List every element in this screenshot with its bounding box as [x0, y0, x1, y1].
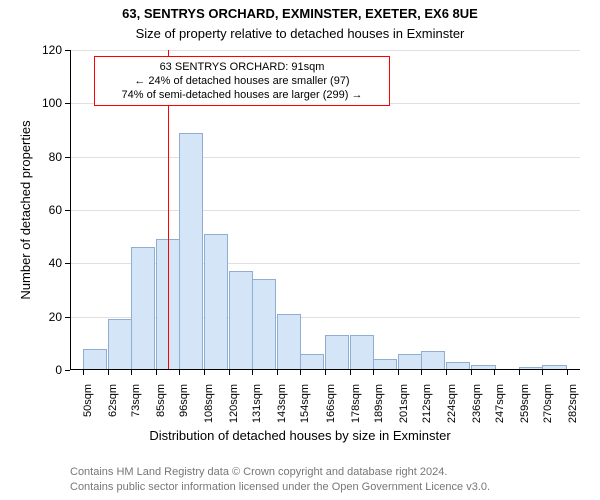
- chart-container: 63, SENTRYS ORCHARD, EXMINSTER, EXETER, …: [0, 0, 600, 500]
- histogram-bar: [350, 335, 374, 370]
- x-tick-label: 166sqm: [325, 384, 337, 444]
- y-tick-label: 40: [32, 256, 62, 270]
- plot-area: 63 SENTRYS ORCHARD: 91sqm← 24% of detach…: [70, 50, 580, 370]
- x-tick-label: 201sqm: [398, 384, 410, 444]
- x-tick-mark: [204, 370, 205, 375]
- histogram-bar: [421, 351, 445, 370]
- histogram-bar: [204, 234, 228, 370]
- x-tick-mark: [277, 370, 278, 375]
- histogram-bar: [83, 349, 107, 370]
- histogram-bar: [179, 133, 203, 370]
- x-tick-label: 178sqm: [350, 384, 362, 444]
- y-tick-mark: [65, 370, 70, 371]
- y-tick-mark: [65, 50, 70, 51]
- x-tick-label: 189sqm: [373, 384, 385, 444]
- x-tick-mark: [494, 370, 495, 375]
- x-tick-label: 224sqm: [446, 384, 458, 444]
- x-tick-label: 143sqm: [276, 384, 288, 444]
- histogram-bar: [300, 354, 324, 370]
- histogram-bar: [252, 279, 276, 370]
- x-tick-mark: [83, 370, 84, 375]
- y-tick-label: 20: [32, 310, 62, 324]
- annotation-line: 63 SENTRYS ORCHARD: 91sqm: [101, 60, 383, 74]
- grid-line: [70, 157, 580, 158]
- x-tick-label: 62sqm: [107, 384, 119, 444]
- x-tick-label: 259sqm: [519, 384, 531, 444]
- histogram-bar: [131, 247, 155, 370]
- x-tick-mark: [108, 370, 109, 375]
- x-tick-mark: [471, 370, 472, 375]
- x-tick-mark: [519, 370, 520, 375]
- grid-line: [70, 50, 580, 51]
- histogram-bar: [325, 335, 349, 370]
- y-axis-line: [70, 50, 71, 370]
- y-tick-mark: [65, 103, 70, 104]
- x-tick-label: 282sqm: [567, 384, 579, 444]
- x-tick-label: 212sqm: [421, 384, 433, 444]
- y-tick-label: 80: [32, 150, 62, 164]
- x-tick-label: 50sqm: [82, 384, 94, 444]
- histogram-bar: [398, 354, 422, 370]
- footer-line1: Contains HM Land Registry data © Crown c…: [70, 465, 490, 479]
- x-tick-mark: [300, 370, 301, 375]
- x-tick-mark: [179, 370, 180, 375]
- x-tick-mark: [398, 370, 399, 375]
- y-tick-label: 0: [32, 363, 62, 377]
- x-tick-label: 236sqm: [471, 384, 483, 444]
- x-tick-mark: [542, 370, 543, 375]
- annotation-line: 74% of semi-detached houses are larger (…: [101, 88, 383, 102]
- y-tick-label: 100: [32, 96, 62, 110]
- y-tick-mark: [65, 263, 70, 264]
- y-axis-label: Number of detached properties: [18, 50, 33, 370]
- x-tick-mark: [325, 370, 326, 375]
- x-tick-mark: [131, 370, 132, 375]
- x-tick-mark: [156, 370, 157, 375]
- grid-line: [70, 210, 580, 211]
- x-tick-label: 85sqm: [155, 384, 167, 444]
- footer-line2: Contains public sector information licen…: [70, 480, 490, 494]
- x-tick-mark: [446, 370, 447, 375]
- histogram-bar: [108, 319, 132, 370]
- x-tick-label: 154sqm: [299, 384, 311, 444]
- x-tick-label: 120sqm: [228, 384, 240, 444]
- footer-attribution: Contains HM Land Registry data © Crown c…: [70, 465, 490, 494]
- y-tick-label: 60: [32, 203, 62, 217]
- y-tick-mark: [65, 157, 70, 158]
- y-tick-mark: [65, 317, 70, 318]
- x-tick-mark: [252, 370, 253, 375]
- x-tick-label: 73sqm: [130, 384, 142, 444]
- x-tick-label: 131sqm: [251, 384, 263, 444]
- y-tick-label: 120: [32, 43, 62, 57]
- y-tick-mark: [65, 210, 70, 211]
- chart-title-line1: 63, SENTRYS ORCHARD, EXMINSTER, EXETER, …: [0, 6, 600, 21]
- histogram-bar: [229, 271, 253, 370]
- x-tick-mark: [373, 370, 374, 375]
- x-tick-mark: [421, 370, 422, 375]
- x-tick-mark: [567, 370, 568, 375]
- chart-title-line2: Size of property relative to detached ho…: [0, 26, 600, 41]
- x-tick-label: 108sqm: [203, 384, 215, 444]
- x-tick-mark: [350, 370, 351, 375]
- annotation-box: 63 SENTRYS ORCHARD: 91sqm← 24% of detach…: [94, 56, 390, 106]
- x-tick-label: 270sqm: [542, 384, 554, 444]
- histogram-bar: [277, 314, 301, 370]
- x-tick-label: 247sqm: [494, 384, 506, 444]
- x-tick-mark: [229, 370, 230, 375]
- x-tick-label: 96sqm: [178, 384, 190, 444]
- annotation-line: ← 24% of detached houses are smaller (97…: [101, 74, 383, 88]
